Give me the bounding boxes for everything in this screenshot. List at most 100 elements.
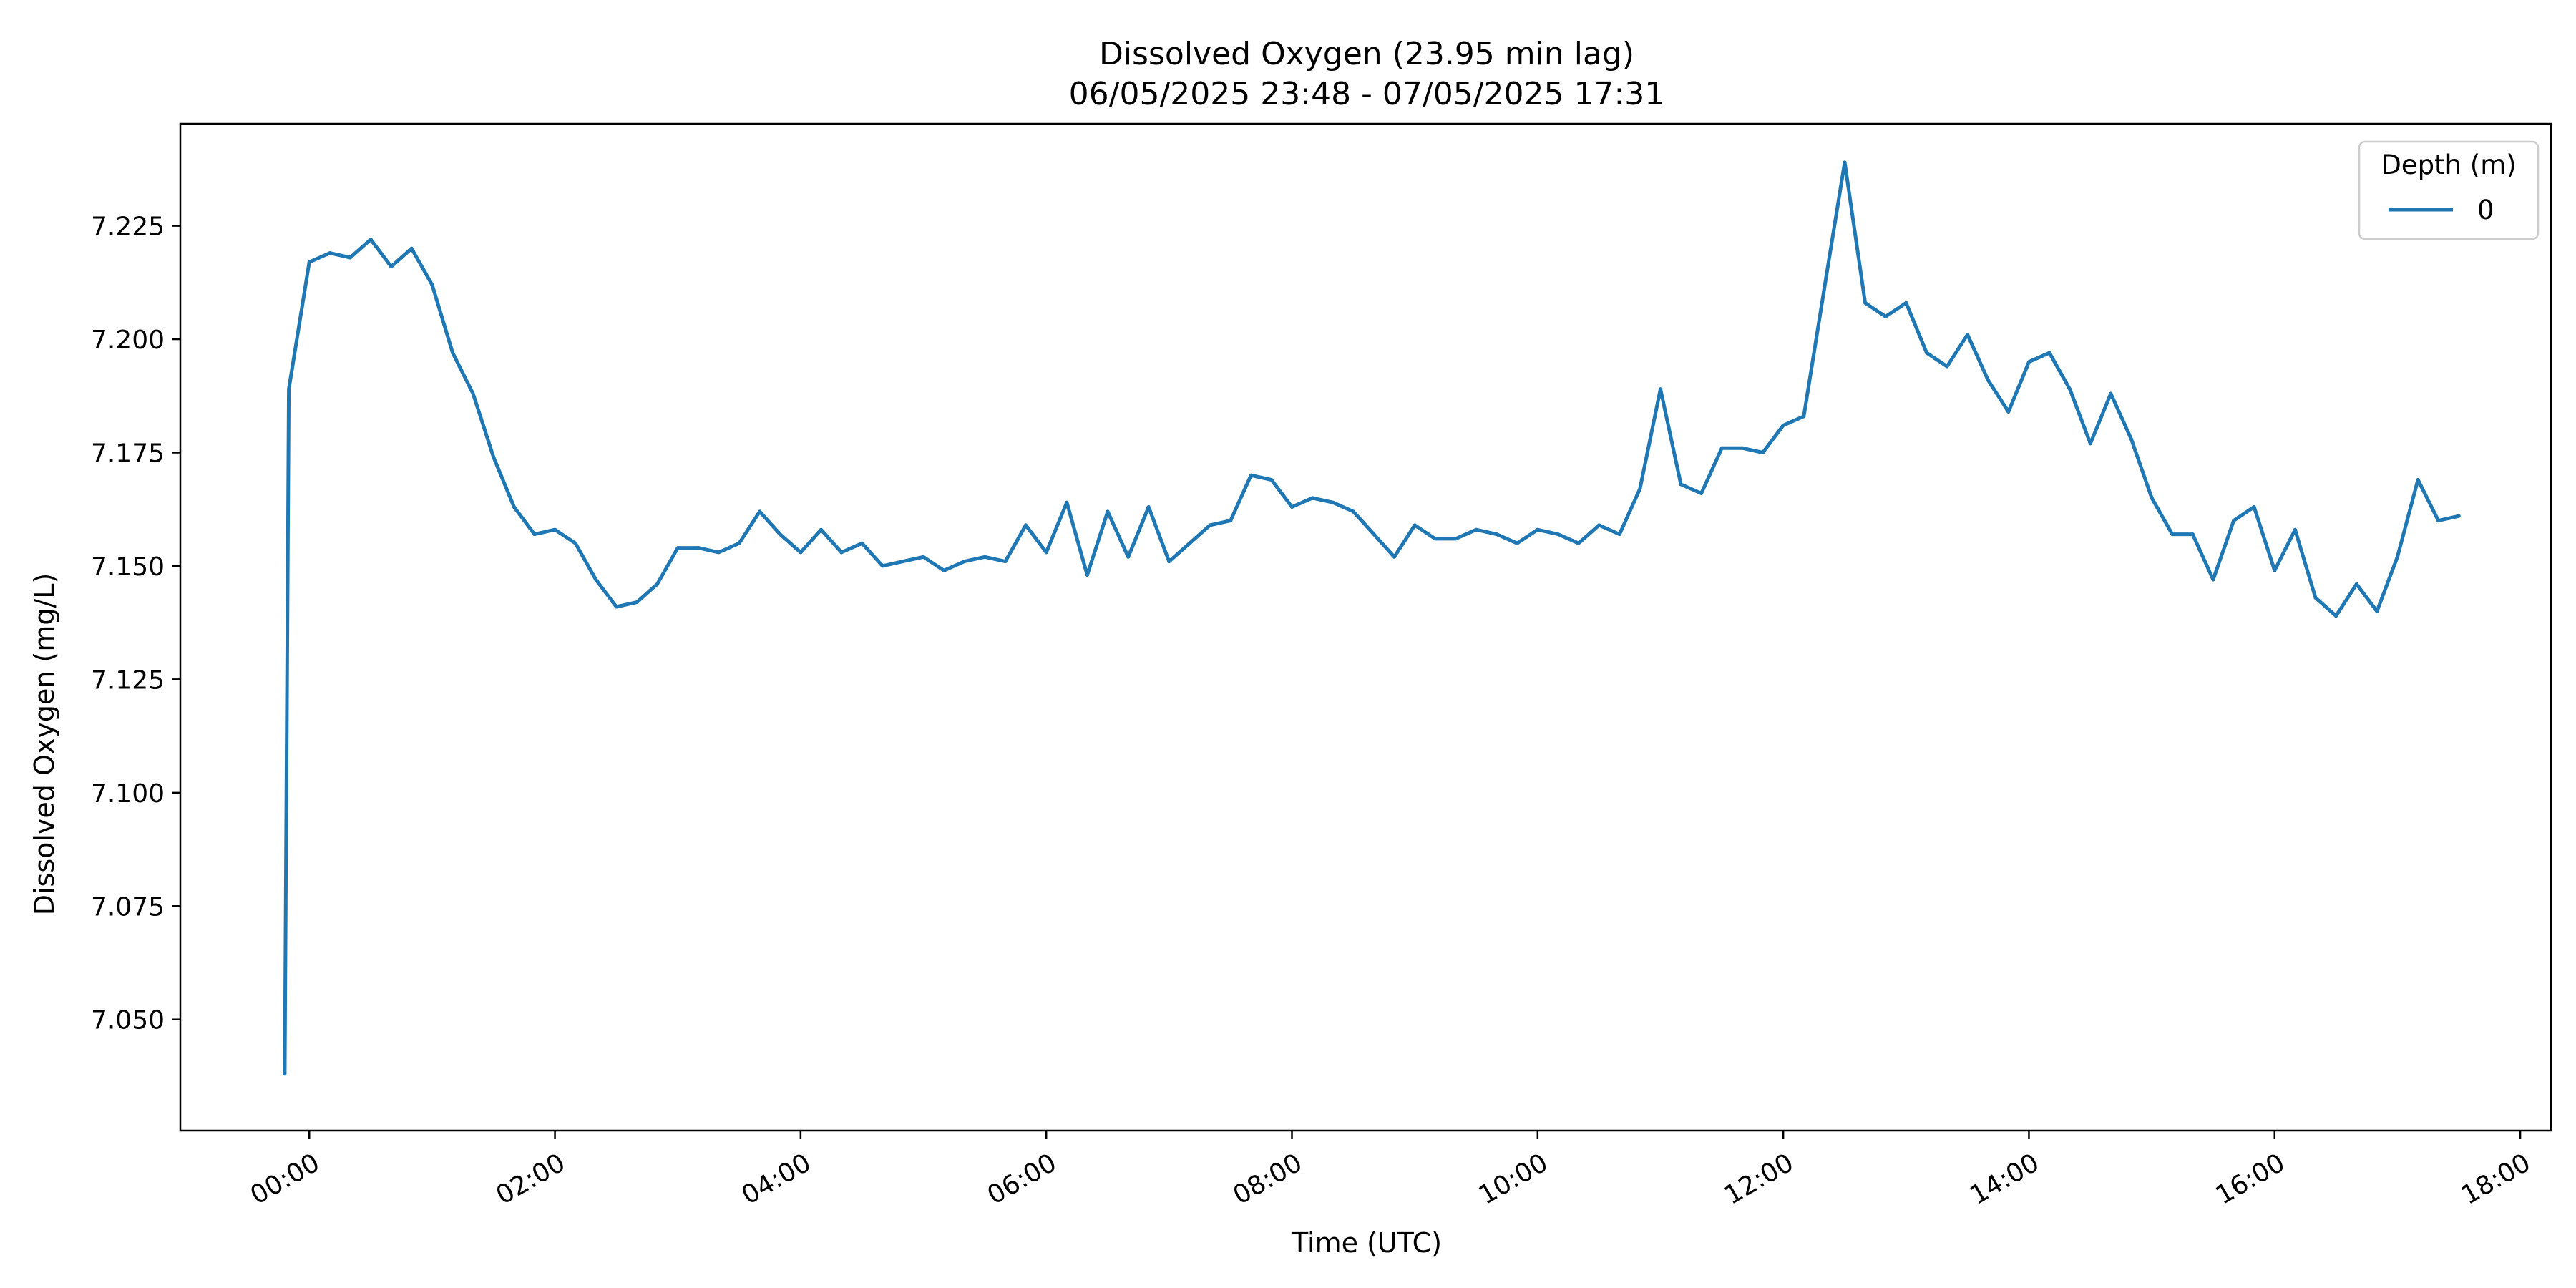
data-point xyxy=(1208,523,1212,527)
data-point xyxy=(1945,364,1949,369)
data-point xyxy=(471,391,475,396)
data-point xyxy=(2313,595,2318,600)
y-tick-label: 7.075 xyxy=(91,892,165,922)
data-point xyxy=(1044,550,1048,555)
data-point xyxy=(2190,532,2195,537)
data-point xyxy=(1372,532,1376,537)
data-point xyxy=(2334,614,2338,618)
data-point xyxy=(1024,523,1028,527)
data-point xyxy=(1904,301,1908,305)
data-point xyxy=(1269,478,1274,482)
data-point xyxy=(1392,555,1396,559)
data-point xyxy=(2088,441,2092,446)
data-point xyxy=(2170,532,2175,537)
data-point xyxy=(2457,514,2461,518)
data-point xyxy=(409,246,414,250)
data-point xyxy=(1822,287,1826,291)
data-point xyxy=(1515,541,1519,545)
data-point xyxy=(860,541,864,545)
data-point xyxy=(942,568,946,572)
data-point xyxy=(1761,451,1765,454)
data-point xyxy=(1966,333,1970,337)
data-point xyxy=(655,582,659,586)
data-point xyxy=(1556,532,1560,537)
data-point xyxy=(758,509,762,514)
data-point xyxy=(901,560,905,564)
data-point xyxy=(430,283,434,287)
data-point xyxy=(2395,555,2399,559)
data-point xyxy=(737,541,741,545)
data-point xyxy=(2006,410,2011,414)
data-point xyxy=(573,541,577,545)
data-point xyxy=(1659,387,1662,391)
data-point xyxy=(1576,541,1581,545)
data-point xyxy=(2354,582,2358,586)
data-point xyxy=(512,505,516,509)
data-point xyxy=(1617,532,1621,537)
data-point xyxy=(635,600,639,605)
y-tick-label: 7.200 xyxy=(91,326,165,355)
data-point xyxy=(982,555,987,559)
data-point xyxy=(307,260,311,264)
data-point xyxy=(492,455,496,459)
data-point xyxy=(369,238,373,242)
x-axis-label: Time (UTC) xyxy=(1291,1227,1442,1259)
data-point xyxy=(2129,437,2133,441)
series-line-0 xyxy=(283,160,2459,1074)
data-point xyxy=(1474,527,1478,532)
data-point xyxy=(2027,360,2031,364)
data-point xyxy=(1883,314,1888,318)
data-point xyxy=(1249,473,1253,477)
data-point xyxy=(1597,523,1601,527)
data-point xyxy=(799,550,803,555)
data-point xyxy=(716,550,721,555)
data-point xyxy=(1536,527,1540,532)
data-point xyxy=(696,546,701,550)
y-tick-label: 7.150 xyxy=(91,552,165,582)
legend: Depth (m) 0 xyxy=(2358,140,2540,240)
data-point xyxy=(1351,509,1355,514)
data-point xyxy=(2047,351,2051,355)
data-point xyxy=(1781,424,1785,427)
data-point xyxy=(1638,487,1642,491)
data-point xyxy=(1003,560,1008,564)
legend-box xyxy=(2358,140,2540,240)
data-point xyxy=(614,605,618,609)
chart-title: Dissolved Oxygen (23.95 min lag) xyxy=(1099,36,1634,72)
data-point xyxy=(2375,609,2379,613)
data-point xyxy=(1126,555,1131,559)
data-point xyxy=(1106,509,1110,514)
data-point xyxy=(1065,500,1069,504)
data-point xyxy=(1986,378,1990,382)
data-point xyxy=(880,564,884,568)
data-point xyxy=(1085,573,1089,577)
data-point xyxy=(451,351,455,355)
data-point xyxy=(328,251,332,255)
data-point xyxy=(1310,496,1314,500)
data-point xyxy=(1802,414,1806,419)
data-point xyxy=(778,532,782,537)
data-point xyxy=(1331,500,1335,504)
data-point xyxy=(2109,391,2113,396)
data-point xyxy=(1740,446,1745,450)
data-point xyxy=(1925,351,1928,355)
data-point xyxy=(1719,446,1724,450)
data-point xyxy=(2232,519,2236,523)
data-point xyxy=(1453,537,1458,541)
data-point xyxy=(1495,532,1499,537)
data-point xyxy=(553,527,557,532)
data-point xyxy=(2150,496,2154,500)
chart-subtitle: 06/05/2025 23:48 - 07/05/2025 17:31 xyxy=(1069,76,1665,112)
data-point xyxy=(1863,301,1868,305)
data-point xyxy=(1188,541,1191,545)
data-point xyxy=(1167,560,1171,564)
y-tick-label: 7.100 xyxy=(91,779,165,809)
y-axis-label: Dissolved Oxygen (mg/L) xyxy=(29,573,60,916)
data-point xyxy=(1290,505,1294,509)
data-point xyxy=(2068,387,2072,391)
y-tick-label: 7.225 xyxy=(91,213,165,242)
data-point xyxy=(1413,523,1417,527)
data-point xyxy=(2416,478,2420,482)
data-point xyxy=(2436,519,2441,523)
